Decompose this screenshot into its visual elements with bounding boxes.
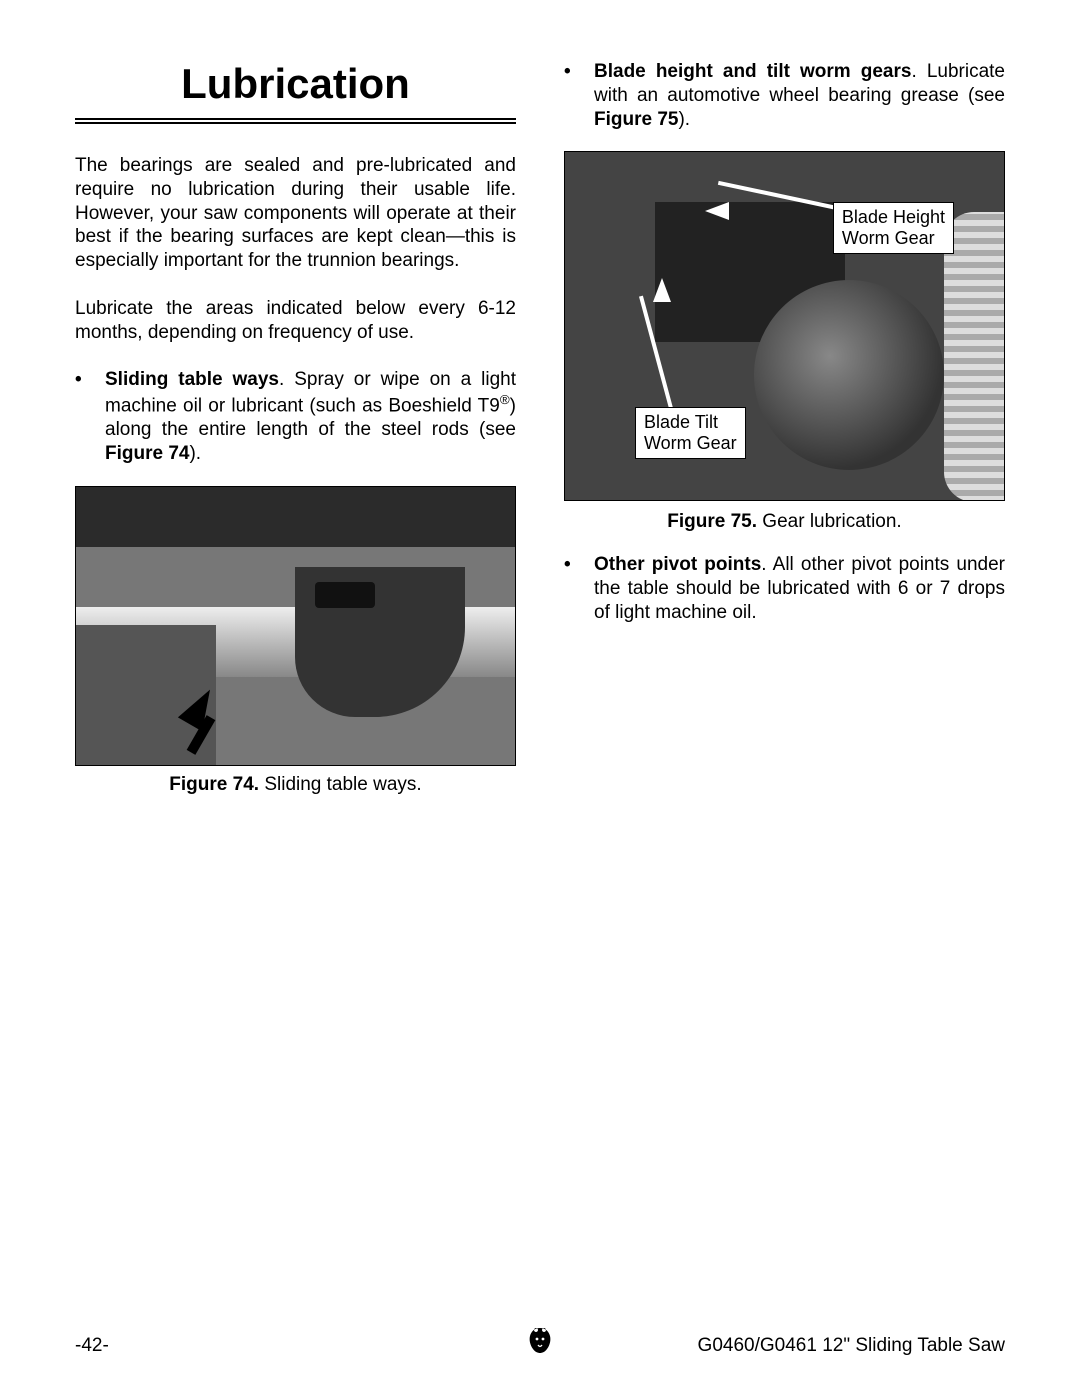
- fig75-arrow1-head-icon: [705, 202, 729, 220]
- bullet-term: Sliding table ways: [105, 369, 279, 390]
- bullet-dot-icon: •: [564, 60, 594, 131]
- fig75-label-blade-tilt-l1: Blade Tilt: [644, 412, 737, 433]
- figure-74-caption: Figure 74. Sliding table ways.: [75, 774, 516, 796]
- figure-74-label: Figure 74.: [169, 774, 259, 795]
- fig75-label-blade-height: Blade Height Worm Gear: [833, 202, 954, 253]
- figure-74-image: [75, 486, 516, 766]
- section-title: Lubrication: [75, 60, 516, 108]
- document-title: G0460/G0461 12" Sliding Table Saw: [698, 1335, 1005, 1357]
- bullet-other-pivot-points: • Other pivot points. All other pivot po…: [564, 553, 1005, 624]
- fig75-label-blade-tilt-l2: Worm Gear: [644, 433, 737, 454]
- intro-paragraph-2: Lubricate the areas indicated below ever…: [75, 297, 516, 345]
- intro-paragraph-1: The bearings are sealed and pre-lubricat…: [75, 154, 516, 273]
- page-footer: -42- G0460/G0461 12" Sliding Table Saw: [75, 1335, 1005, 1357]
- figure-75-caption: Figure 75. Gear lubrication.: [564, 511, 1005, 533]
- bullet-body: Other pivot points. All other pivot poin…: [594, 553, 1005, 624]
- registered-mark: ®: [500, 392, 510, 407]
- fig75-motor: [754, 280, 944, 470]
- bullet-dot-icon: •: [75, 368, 105, 465]
- bullet-dot-icon: •: [564, 553, 594, 624]
- bullet-sliding-table-ways: • Sliding table ways. Spray or wipe on a…: [75, 368, 516, 465]
- bullet-term: Other pivot points: [594, 554, 761, 575]
- figure-74-caption-text: Sliding table ways.: [259, 774, 422, 795]
- left-bullet-list: • Sliding table ways. Spray or wipe on a…: [75, 368, 516, 465]
- two-column-layout: Lubrication The bearings are sealed and …: [75, 60, 1005, 816]
- bullet-term: Blade height and tilt worm gears: [594, 61, 911, 82]
- right-column: • Blade height and tilt worm gears. Lubr…: [564, 60, 1005, 816]
- bear-logo-svg: [525, 1325, 555, 1355]
- manual-page: Lubrication The bearings are sealed and …: [0, 0, 1080, 1397]
- fig75-label-blade-tilt: Blade Tilt Worm Gear: [635, 407, 746, 458]
- fig75-label-blade-height-l1: Blade Height: [842, 207, 945, 228]
- bullet-text-end: ).: [189, 443, 201, 464]
- page-number: -42-: [75, 1335, 109, 1357]
- figure-75-label: Figure 75.: [667, 511, 757, 532]
- brand-logo-icon: [525, 1325, 555, 1361]
- title-rule: [75, 118, 516, 124]
- fig75-label-blade-height-l2: Worm Gear: [842, 228, 945, 249]
- bullet-blade-gears: • Blade height and tilt worm gears. Lubr…: [564, 60, 1005, 131]
- right-bullet-list-2: • Other pivot points. All other pivot po…: [564, 553, 1005, 624]
- figure-75-image: Blade Height Worm Gear Blade Tilt Worm G…: [564, 151, 1005, 501]
- fig75-arrow2-head-icon: [653, 278, 671, 302]
- right-bullet-list: • Blade height and tilt worm gears. Lubr…: [564, 60, 1005, 131]
- fig74-block: [315, 582, 375, 608]
- left-column: Lubrication The bearings are sealed and …: [75, 60, 516, 816]
- fig75-hose: [944, 212, 1004, 501]
- figure-ref-74: Figure 74: [105, 443, 189, 464]
- bullet-body: Blade height and tilt worm gears. Lubric…: [594, 60, 1005, 131]
- figure-75-caption-text: Gear lubrication.: [757, 511, 902, 532]
- bullet-text-end: ).: [678, 109, 690, 130]
- bullet-body: Sliding table ways. Spray or wipe on a l…: [105, 368, 516, 465]
- fig74-bg: [76, 487, 515, 547]
- figure-ref-75: Figure 75: [594, 109, 678, 130]
